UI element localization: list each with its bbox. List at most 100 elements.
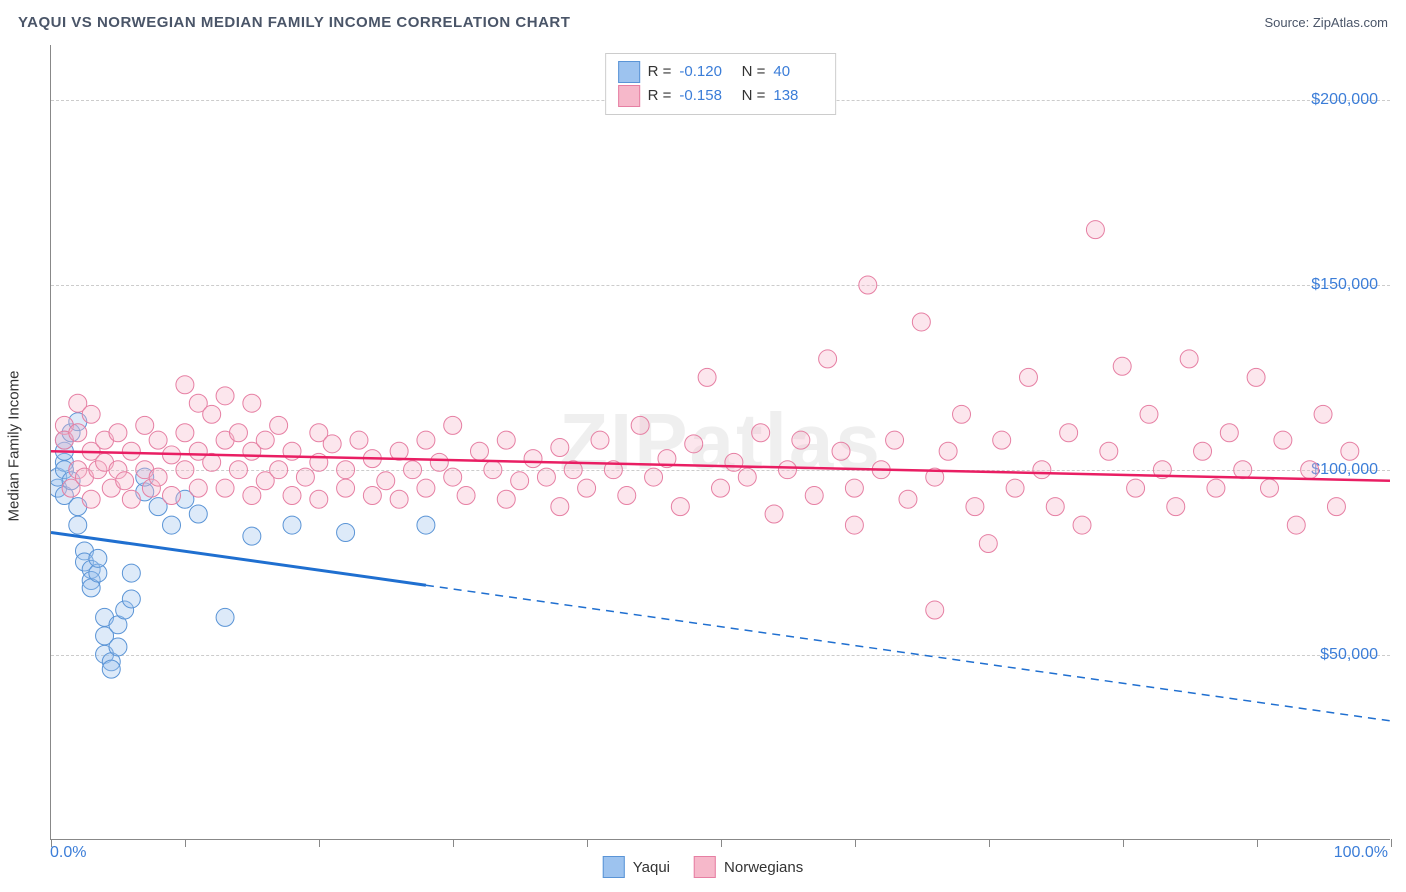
scatter-point	[270, 416, 288, 434]
r-label: R =	[648, 84, 672, 108]
x-axis-min-label: 0.0%	[50, 844, 86, 862]
scatter-point	[551, 439, 569, 457]
swatch-norwegians	[694, 856, 716, 878]
scatter-point	[457, 487, 475, 505]
scatter-point	[497, 431, 515, 449]
scatter-point	[1100, 442, 1118, 460]
scatter-point	[805, 487, 823, 505]
scatter-point	[122, 442, 140, 460]
scatter-point	[270, 461, 288, 479]
n-label: N =	[737, 60, 765, 84]
scatter-point	[591, 431, 609, 449]
scatter-point	[1086, 221, 1104, 239]
swatch-norwegians	[618, 85, 640, 107]
scatter-point	[1140, 405, 1158, 423]
scatter-point	[886, 431, 904, 449]
legend-row-yaqui: R = -0.120 N = 40	[618, 60, 824, 84]
scatter-point	[296, 468, 314, 486]
scatter-point	[122, 564, 140, 582]
scatter-point	[1274, 431, 1292, 449]
chart-header: YAQUI VS NORWEGIAN MEDIAN FAMILY INCOME …	[0, 0, 1406, 40]
scatter-svg	[51, 45, 1390, 839]
scatter-point	[1287, 516, 1305, 534]
scatter-point	[216, 479, 234, 497]
scatter-point	[1180, 350, 1198, 368]
scatter-point	[82, 490, 100, 508]
swatch-yaqui	[618, 61, 640, 83]
scatter-point	[1194, 442, 1212, 460]
scatter-point	[176, 376, 194, 394]
scatter-point	[1019, 368, 1037, 386]
scatter-point	[243, 394, 261, 412]
scatter-point	[216, 608, 234, 626]
scatter-point	[1207, 479, 1225, 497]
scatter-point	[1301, 461, 1319, 479]
scatter-point	[82, 405, 100, 423]
scatter-point	[497, 490, 515, 508]
scatter-point	[1046, 498, 1064, 516]
legend-row-norwegians: R = -0.158 N = 138	[618, 84, 824, 108]
scatter-point	[1060, 424, 1078, 442]
scatter-point	[1006, 479, 1024, 497]
trendline-dashed	[426, 585, 1390, 721]
scatter-point	[778, 461, 796, 479]
scatter-point	[417, 516, 435, 534]
scatter-point	[377, 472, 395, 490]
scatter-point	[792, 431, 810, 449]
scatter-point	[417, 479, 435, 497]
legend-label-norwegians: Norwegians	[724, 859, 803, 876]
chart-source: Source: ZipAtlas.com	[1264, 15, 1388, 30]
scatter-point	[89, 549, 107, 567]
scatter-point	[645, 468, 663, 486]
scatter-point	[1314, 405, 1332, 423]
scatter-point	[859, 276, 877, 294]
scatter-point	[390, 442, 408, 460]
scatter-point	[1127, 479, 1145, 497]
scatter-point	[752, 424, 770, 442]
scatter-point	[229, 461, 247, 479]
scatter-point	[337, 461, 355, 479]
scatter-point	[122, 490, 140, 508]
scatter-point	[1247, 368, 1265, 386]
n-value-norwegians: 138	[773, 84, 823, 108]
scatter-point	[470, 442, 488, 460]
scatter-point	[337, 479, 355, 497]
scatter-point	[323, 435, 341, 453]
scatter-point	[966, 498, 984, 516]
scatter-point	[845, 479, 863, 497]
scatter-point	[109, 424, 127, 442]
x-axis-max-label: 100.0%	[1334, 844, 1388, 862]
scatter-point	[189, 505, 207, 523]
scatter-point	[725, 453, 743, 471]
series-legend: Yaqui Norwegians	[603, 856, 803, 878]
scatter-point	[430, 453, 448, 471]
scatter-point	[149, 468, 167, 486]
chart-container: YAQUI VS NORWEGIAN MEDIAN FAMILY INCOME …	[0, 0, 1406, 892]
scatter-point	[845, 516, 863, 534]
scatter-point	[69, 516, 87, 534]
scatter-point	[671, 498, 689, 516]
scatter-point	[363, 487, 381, 505]
scatter-point	[765, 505, 783, 523]
scatter-point	[149, 431, 167, 449]
scatter-point	[1341, 442, 1359, 460]
correlation-legend: R = -0.120 N = 40 R = -0.158 N = 138	[605, 53, 837, 115]
legend-item-norwegians: Norwegians	[694, 856, 803, 878]
scatter-point	[136, 416, 154, 434]
scatter-point	[484, 461, 502, 479]
scatter-point	[618, 487, 636, 505]
trendline	[51, 451, 1390, 481]
scatter-point	[122, 590, 140, 608]
scatter-point	[1073, 516, 1091, 534]
legend-label-yaqui: Yaqui	[633, 859, 670, 876]
scatter-point	[832, 442, 850, 460]
scatter-point	[551, 498, 569, 516]
scatter-point	[163, 487, 181, 505]
scatter-point	[243, 527, 261, 545]
scatter-point	[337, 523, 355, 541]
scatter-point	[283, 487, 301, 505]
scatter-point	[953, 405, 971, 423]
scatter-point	[511, 472, 529, 490]
scatter-point	[537, 468, 555, 486]
scatter-point	[979, 535, 997, 553]
